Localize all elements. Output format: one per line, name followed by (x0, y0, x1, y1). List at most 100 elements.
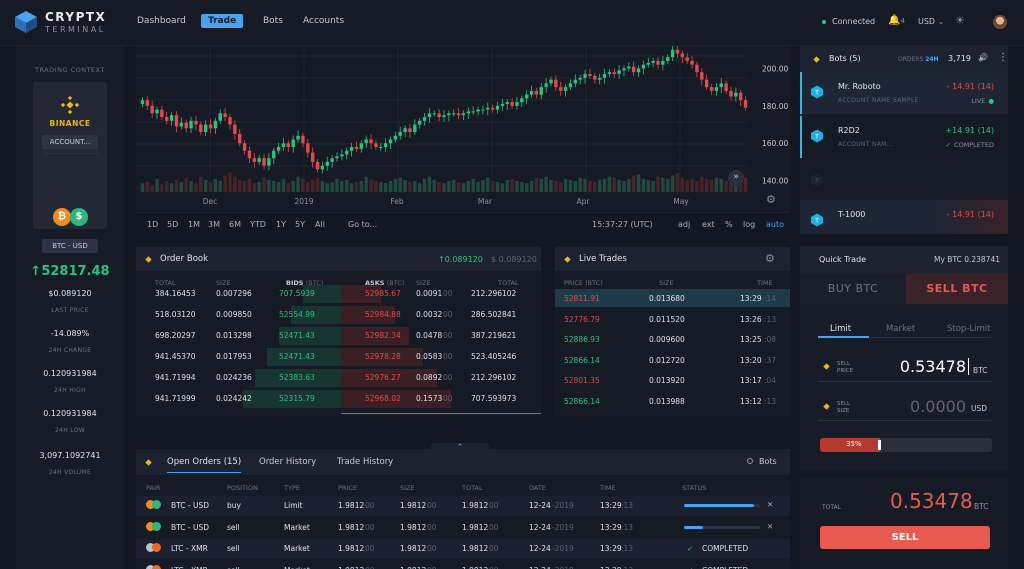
change-label: 24H CHANGE (48, 347, 92, 354)
volume-bar (165, 181, 169, 192)
trade-price: 52811.91 (564, 294, 600, 303)
slider-handle[interactable] (878, 440, 881, 450)
opt-auto[interactable]: auto (766, 220, 785, 229)
x-axis-label: 2019 (294, 197, 313, 206)
order-size-dim: 00 (427, 522, 437, 532)
candle-body (247, 150, 252, 159)
range-ytd[interactable]: YTD (250, 220, 266, 229)
table-row[interactable] (136, 496, 790, 516)
candle-body (700, 72, 704, 80)
bots-checkbox[interactable] (747, 458, 753, 464)
range-5y[interactable]: 5Y (295, 220, 305, 229)
order-time: 13:29 (600, 566, 622, 569)
tab-divider (869, 337, 991, 338)
sell-btc-tab[interactable]: SELL BTC (906, 274, 1008, 304)
opt-adj[interactable]: adj (678, 220, 691, 229)
candle-body (729, 90, 733, 97)
btc-usd-pair-icon (146, 500, 162, 509)
bot-item[interactable]: T Mr. Roboto ACCOUNT NAME SAMPLE - 14.91 (1… (800, 72, 1008, 114)
buy-btc-tab[interactable]: BUY BTC (800, 274, 906, 304)
order-type-stop-limit[interactable]: Stop-Limit (947, 324, 991, 334)
bid-total: 698.20297 (155, 331, 196, 340)
candle-body (359, 143, 364, 149)
candle-body (223, 113, 227, 118)
range-3m[interactable]: 3M (208, 220, 220, 229)
scroll-right-button[interactable]: » (728, 170, 744, 186)
order-type-limit[interactable]: Limit (830, 324, 852, 334)
range-all[interactable]: All (315, 220, 325, 229)
sell-button[interactable]: SELL (820, 526, 990, 549)
opt-log[interactable]: log (743, 220, 756, 229)
order-seconds: :13 (621, 501, 634, 510)
candle-body (427, 113, 432, 118)
sound-icon[interactable]: 🔊 (978, 53, 988, 62)
opt-ext[interactable]: ext (702, 220, 715, 229)
cancel-order-close-icon[interactable]: ✕ (767, 521, 774, 531)
more-vertical-icon[interactable]: ⋮ (998, 52, 1008, 63)
candle-body (383, 143, 388, 147)
candle-body (612, 72, 616, 75)
tab-open-orders[interactable]: Open Orders (15) (167, 457, 242, 473)
order-size: 1.9812 (400, 566, 426, 569)
account-select[interactable]: ACCOUNT... (42, 135, 98, 149)
sell-size-input[interactable]: 0.0000 (910, 397, 966, 416)
notifications-button[interactable]: 🔔4 (888, 15, 905, 26)
range-1d[interactable]: 1D (147, 220, 159, 229)
bot-item[interactable]: T R2D2 ACCOUNT NAM... +14.91 (14) ✓ COMPLETED (800, 116, 1008, 158)
volume-bar (252, 183, 257, 192)
candle-body (714, 87, 719, 91)
chevron-up-icon[interactable]: ⌃ (431, 443, 489, 453)
nav-trade[interactable]: Trade (201, 14, 244, 28)
col-trade-time: TIME (757, 279, 773, 287)
theme-toggle-icon[interactable]: ☀ (955, 14, 965, 27)
order-price: 1.9812 (338, 544, 365, 553)
candle-body (486, 107, 490, 110)
tab-trade-history[interactable]: Trade History (337, 457, 394, 467)
pair-select[interactable]: BTC - USD (42, 239, 98, 253)
nav-accounts[interactable]: Accounts (303, 16, 345, 26)
candle-body (607, 72, 612, 75)
range-1y[interactable]: 1Y (276, 220, 286, 229)
range-6m[interactable]: 6M (229, 220, 241, 229)
candle-body (150, 105, 154, 114)
volume-bar (383, 183, 388, 192)
slider-fill (820, 438, 880, 452)
amount-slider[interactable]: 35% (820, 438, 992, 452)
ltc-xmr-pair-icon (146, 543, 162, 552)
sell-price-input[interactable]: 0.53478 (899, 357, 966, 376)
candlestick-chart[interactable]: Dec 2019 Feb Mar Apr May 200.00 180.00 160.00 14… (136, 44, 790, 212)
order-year: -2019 (552, 522, 574, 532)
range-1m[interactable]: 1M (188, 220, 200, 229)
trade-time: 13:17 (740, 376, 762, 385)
candle-body (544, 83, 548, 88)
avatar[interactable] (993, 15, 1007, 29)
volume-bar (656, 176, 660, 192)
order-progress-fill (684, 504, 754, 507)
opt-percent[interactable]: % (725, 220, 733, 229)
sell-price-label: SELL PRICE (837, 361, 853, 375)
bot-item[interactable]: T (800, 160, 1008, 202)
volume-bar (685, 179, 689, 192)
col-bids: BIDS (BTC) (286, 279, 323, 287)
order-position: buy (227, 501, 241, 510)
table-row[interactable] (136, 539, 790, 559)
nav-bots[interactable]: Bots (263, 16, 283, 26)
candle-body (320, 165, 325, 170)
tab-order-history[interactable]: Order History (259, 457, 317, 467)
bid-total: 941.45370 (155, 352, 196, 361)
currency-select[interactable]: USD ⌄ (918, 17, 944, 26)
col-price: PRICE (338, 484, 357, 492)
goto-date[interactable]: Go to... (348, 220, 378, 229)
trades-settings-gear-icon[interactable]: ⚙ (765, 252, 775, 265)
col-date: DATE (529, 484, 546, 492)
trade-seconds: :13 (764, 314, 777, 324)
chart-settings-gear-icon[interactable]: ⚙ (766, 193, 776, 206)
bot-item[interactable]: T T-1000 - 14.91 (14) (800, 200, 1008, 234)
col-bids-label: BIDS (286, 279, 304, 287)
order-type-market[interactable]: Market (886, 324, 916, 334)
cancel-order-close-icon[interactable]: ✕ (767, 500, 774, 509)
volume-bar (573, 181, 578, 192)
price-chart[interactable]: Dec 2019 Feb Mar Apr May 200.00 180.00 160.00 14… (136, 44, 790, 236)
nav-dashboard[interactable]: Dashboard (137, 16, 186, 26)
range-5d[interactable]: 5D (167, 220, 179, 229)
